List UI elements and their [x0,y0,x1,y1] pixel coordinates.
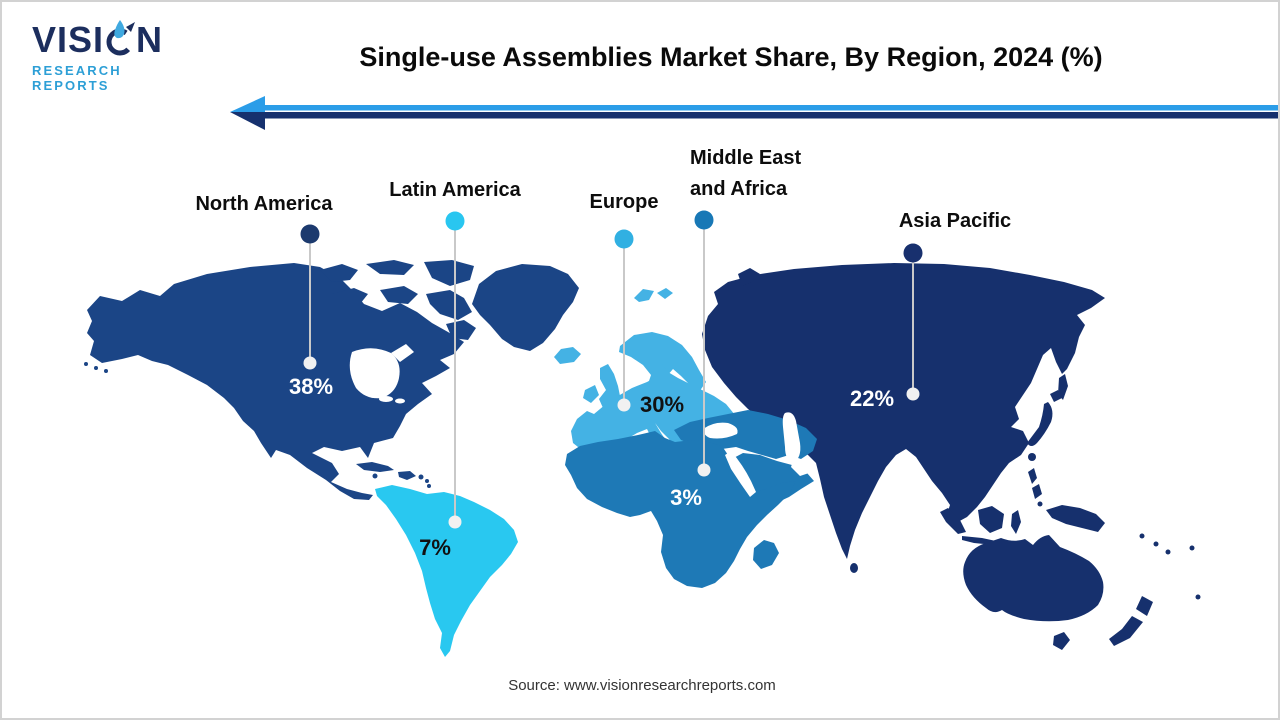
region-label-middle-east-africa: Middle East and Africa [690,147,802,200]
map-island-iceland [554,347,581,364]
map-island-great-britain [599,364,620,408]
page-title: Single-use Assemblies Market Share, By R… [359,42,1103,72]
map-island-dot [1037,501,1043,507]
value-label-north-america: 38% [288,374,334,399]
region-dot-north-america [300,224,320,244]
map-australia [963,535,1104,622]
map-region-north-america [87,263,464,500]
region-dot-asia-pacific [903,243,923,263]
map-region-europe-scandinavia [619,332,706,393]
brand-tagline: RESEARCH REPORTS [32,63,122,93]
map-island-sumatra [940,508,966,534]
leader-endcap-latin-america [448,515,462,529]
map-islands-canadian-arctic [320,260,476,340]
title-underline-arrow-icon [230,96,1278,130]
map-islands-caribbean [356,462,431,488]
value-label-europe: 30% [639,392,685,417]
value-label-middle-east-africa: 3% [670,485,702,510]
map-inland-seas [349,344,809,497]
leader-endcap-north-america [303,356,317,370]
brand-text-left: VISI [32,19,105,60]
region-label-latin-america: Latin America [389,179,521,201]
map-island-taiwan [1028,453,1036,461]
region-label-north-america: North America [195,193,333,215]
leader-line-latin-america [454,230,456,516]
region-label-europe: Europe [589,191,659,213]
map-island-ireland [583,385,599,403]
map-island-greenland [472,264,579,351]
map-region-africa [565,431,796,588]
brand-text-right: N [136,19,164,60]
region-dot-middle-east-africa [694,210,714,230]
leader-endcap-europe [617,398,631,412]
map-island-tasmania [1053,632,1070,650]
map-region-asia-pacific [702,263,1105,559]
region-label-asia-pacific: Asia Pacific [898,210,1012,232]
leader-endcap-asia-pacific [906,387,920,401]
map-island-hokkaido [1050,390,1062,402]
region-dot-latin-america [445,211,465,231]
value-label-asia-pacific: 22% [849,386,895,411]
map-islands-svalbard [634,288,673,302]
leader-endcap-middle-east-africa [697,463,711,477]
region-dot-europe [614,229,634,249]
brand-o-droplet-icon [106,20,136,56]
map-island-sakhalin [1058,374,1068,400]
brand-logo: VISI N RESEARCH REPORTS [32,18,202,93]
map-pacific-islands [1139,533,1201,600]
leader-line-north-america [309,243,311,358]
map-island-madagascar [753,540,779,569]
map-island-novaya-zemlya [738,268,760,286]
map-island-borneo [978,506,1004,533]
value-label-latin-america: 7% [419,535,451,560]
map-island-sulawesi [1011,510,1021,534]
map-island-japan [1027,402,1053,446]
brand-wordmark: VISI N [32,18,202,58]
leader-line-middle-east-africa [703,229,705,464]
source-attribution: Source: www.visionresearchreports.com [508,677,776,694]
map-island-sri-lanka [850,563,858,573]
map-islands-philippines [1028,468,1042,499]
leader-line-asia-pacific [912,262,914,388]
map-new-zealand [1109,596,1153,646]
map-region-south-america [375,485,518,657]
leader-line-europe [623,248,625,399]
map-islands-aleutian [84,362,108,373]
map-island-new-guinea [1046,505,1105,532]
